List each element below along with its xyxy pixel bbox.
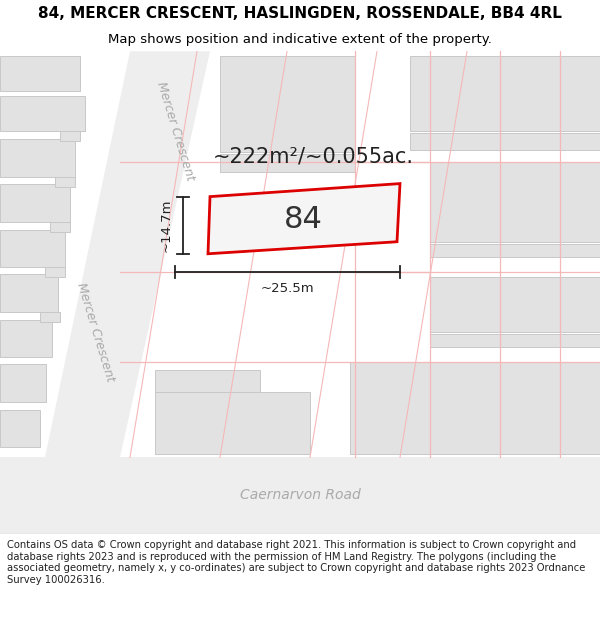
Polygon shape (350, 362, 600, 454)
Polygon shape (0, 458, 600, 532)
Polygon shape (0, 56, 80, 91)
Polygon shape (0, 320, 52, 357)
Polygon shape (410, 56, 600, 131)
Polygon shape (0, 139, 75, 177)
Text: ~222m²/~0.055ac.: ~222m²/~0.055ac. (213, 146, 414, 166)
Text: ~25.5m: ~25.5m (260, 282, 314, 295)
Polygon shape (0, 230, 65, 267)
Text: Mercer Crescent: Mercer Crescent (154, 81, 196, 182)
Polygon shape (155, 370, 260, 392)
Polygon shape (55, 177, 75, 187)
Text: ~14.7m: ~14.7m (160, 199, 173, 252)
Polygon shape (410, 134, 600, 149)
Polygon shape (0, 410, 40, 447)
Polygon shape (45, 267, 65, 277)
Polygon shape (430, 277, 600, 332)
Text: Mercer Crescent: Mercer Crescent (74, 281, 116, 383)
Polygon shape (0, 274, 58, 312)
Text: Contains OS data © Crown copyright and database right 2021. This information is : Contains OS data © Crown copyright and d… (7, 540, 586, 585)
Polygon shape (40, 312, 60, 322)
Polygon shape (430, 334, 600, 347)
Text: Map shows position and indicative extent of the property.: Map shows position and indicative extent… (108, 34, 492, 46)
Polygon shape (50, 222, 70, 232)
Polygon shape (430, 244, 600, 257)
Polygon shape (220, 154, 355, 171)
Polygon shape (0, 364, 46, 402)
Polygon shape (430, 161, 600, 242)
Polygon shape (155, 392, 310, 454)
Text: 84: 84 (284, 205, 322, 234)
Polygon shape (0, 184, 70, 222)
Polygon shape (60, 131, 80, 141)
Polygon shape (45, 51, 210, 458)
Polygon shape (0, 96, 85, 131)
Text: Caernarvon Road: Caernarvon Road (239, 488, 361, 502)
Polygon shape (220, 56, 355, 151)
Polygon shape (208, 184, 400, 254)
Text: 84, MERCER CRESCENT, HASLINGDEN, ROSSENDALE, BB4 4RL: 84, MERCER CRESCENT, HASLINGDEN, ROSSEND… (38, 6, 562, 21)
